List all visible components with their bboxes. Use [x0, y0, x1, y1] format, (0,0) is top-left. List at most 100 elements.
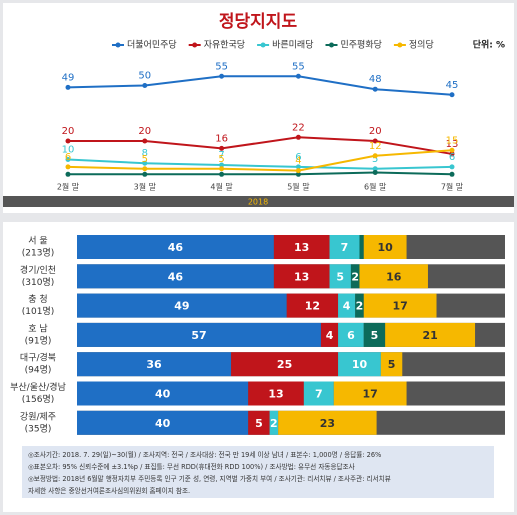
point [65, 164, 71, 170]
series-line [67, 149, 453, 172]
data-label: 40 [155, 388, 171, 401]
row-count: (156명) [22, 394, 54, 405]
data-label: 13 [268, 388, 283, 401]
legend-dot [115, 42, 121, 48]
year-label: 2018 [248, 198, 268, 207]
data-label: 50 [138, 71, 151, 82]
data-label: 5 [388, 358, 396, 371]
series-line [68, 136, 453, 155]
data-label: 16 [386, 270, 402, 283]
note: ◎보정방법: 2018년 6월말 행정자치부 주민등록 인구 기준 성, 연령,… [28, 474, 391, 483]
bar-segment [359, 264, 428, 289]
row-count: (35명) [25, 423, 52, 434]
unit-label: 단위: % [473, 39, 505, 51]
data-label: 48 [369, 74, 382, 85]
bar-segment [269, 410, 279, 435]
point [295, 168, 301, 174]
point [65, 157, 71, 162]
data-label: 17 [363, 388, 378, 401]
legend-label: 바른미래당 [272, 40, 313, 51]
legend-label: 자유한국당 [204, 40, 245, 51]
point [295, 134, 301, 140]
bar-segment [273, 264, 330, 289]
data-label: 6 [347, 329, 355, 342]
row-count: (91명) [25, 335, 52, 346]
data-label: 49 [174, 300, 189, 313]
data-label: 5 [371, 329, 379, 342]
x-tick-label: 3월 말 [134, 182, 157, 192]
series-line [67, 158, 453, 170]
point [142, 171, 148, 177]
year-band [3, 196, 514, 207]
bar-segment [77, 293, 287, 318]
data-label: 2 [270, 417, 278, 430]
data-label: 45 [446, 80, 459, 91]
data-label: 23 [320, 417, 335, 430]
data-label: 13 [294, 270, 309, 283]
x-tick-label: 5월 말 [287, 182, 310, 192]
row-count: (101명) [22, 306, 54, 317]
bar-segment [338, 293, 356, 318]
point [449, 171, 455, 177]
x-tick-label: 4월 말 [210, 182, 233, 192]
data-label: 5 [255, 417, 263, 430]
point [295, 164, 301, 170]
point [142, 160, 148, 166]
data-label: 40 [155, 417, 171, 430]
bar-segment [278, 410, 377, 435]
data-label: 7 [341, 241, 349, 254]
data-label: 13 [294, 241, 309, 254]
bar-segment [363, 235, 407, 259]
point [219, 73, 225, 79]
bar-segment [363, 293, 437, 318]
data-label: 21 [422, 329, 437, 342]
bar-segment [273, 235, 330, 259]
data-label: 7 [218, 150, 224, 161]
bar-segment [329, 235, 360, 259]
legend-dot [329, 42, 334, 48]
point [65, 138, 71, 144]
bar-segment [385, 322, 476, 347]
series-line [68, 171, 453, 176]
data-label: 7 [315, 388, 323, 401]
data-label: 4 [343, 300, 351, 313]
row-label: 호 남 [28, 323, 47, 334]
data-label: 10 [62, 145, 75, 156]
notes-box [22, 446, 494, 498]
data-label: 36 [146, 358, 162, 371]
row-count: (213명) [22, 248, 54, 259]
bar-segment [303, 381, 334, 406]
top-panel [3, 3, 514, 213]
data-label: 46 [168, 270, 184, 283]
data-label: 13 [446, 139, 459, 150]
data-label: 20 [138, 126, 151, 137]
data-label: 46 [168, 241, 184, 254]
legend-label: 더불어민주당 [127, 40, 177, 51]
data-label: 4 [326, 329, 334, 342]
data-label: 49 [62, 72, 75, 83]
chart-title: 정당지지도 [219, 12, 298, 32]
point [65, 84, 71, 90]
data-label: 22 [292, 122, 305, 133]
legend-dot [397, 42, 403, 48]
point [142, 83, 148, 88]
point [219, 162, 225, 168]
bar-segment [248, 410, 270, 435]
bar-segment [380, 352, 403, 377]
bar-segment [333, 381, 407, 406]
data-label: 55 [292, 61, 305, 72]
bar-segment [355, 293, 364, 318]
bar-segment [363, 322, 386, 347]
row-label: 대구/경북 [20, 352, 56, 364]
row-label: 경기/인천 [20, 264, 56, 276]
point [449, 164, 455, 170]
point [142, 138, 148, 144]
bar-segment [248, 381, 304, 406]
bar-segment [77, 352, 232, 377]
bar-segment [286, 293, 339, 318]
point [219, 166, 225, 172]
data-label: 5 [142, 154, 148, 165]
row-label: 서 울 [28, 236, 47, 247]
x-tick-label: 7월 말 [441, 182, 464, 192]
